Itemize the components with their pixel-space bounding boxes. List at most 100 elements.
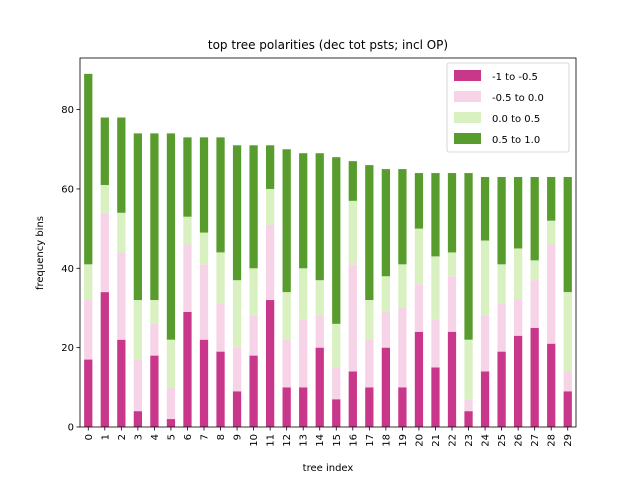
bar-segment-11-series-0 [266, 300, 275, 427]
bar-segment-4-series-0 [150, 355, 159, 427]
bar-segment-13-series-3 [299, 153, 308, 269]
y-tick-label: 20 [61, 343, 74, 354]
bar-segment-26-series-2 [514, 248, 523, 301]
legend-label: 0.5 to 1.0 [492, 135, 540, 146]
legend-label: 0.0 to 0.5 [492, 114, 540, 125]
x-tick-label: 21 [431, 434, 442, 447]
bar-segment-18-series-2 [381, 276, 390, 312]
bar-segment-22-series-1 [447, 276, 457, 332]
bar-segment-29-series-0 [563, 391, 572, 427]
x-tick-label: 20 [414, 434, 425, 447]
x-tick-label: 2 [117, 434, 128, 440]
bar-segment-3-series-0 [133, 411, 142, 427]
bar-segment-8-series-1 [216, 304, 225, 352]
bar-segment-25-series-0 [497, 351, 506, 427]
bar-segment-10-series-2 [249, 268, 258, 316]
x-tick-label: 0 [84, 434, 95, 440]
bar-segment-26-series-1 [514, 300, 523, 336]
bar-segment-20-series-1 [414, 284, 424, 332]
x-tick-label: 16 [348, 434, 359, 447]
x-tick-label: 22 [448, 434, 459, 447]
bar-segment-19-series-0 [398, 387, 407, 427]
bar-segment-20-series-3 [414, 173, 424, 229]
bar-segment-25-series-2 [497, 264, 506, 304]
bar-segment-9-series-2 [232, 280, 242, 348]
bar-segment-18-series-1 [381, 311, 390, 348]
bar-segment-17-series-0 [365, 387, 374, 427]
legend-label: -0.5 to 0.0 [492, 93, 544, 104]
bar-segment-25-series-1 [497, 304, 506, 352]
bar-segment-4-series-2 [150, 300, 159, 324]
x-tick-label: 3 [133, 434, 144, 440]
bar-segment-24-series-0 [480, 371, 490, 427]
x-tick-label: 18 [381, 434, 392, 447]
bar-segment-19-series-1 [398, 307, 407, 388]
bar-segment-0-series-3 [84, 73, 93, 265]
bar-segment-4-series-3 [150, 133, 159, 301]
legend: -1 to -0.5 -0.5 to 0.0 0.0 to 0.5 0.5 to 1.… [446, 62, 570, 153]
bar-segment-12-series-0 [282, 387, 291, 427]
legend-swatch [454, 91, 481, 102]
bar-segment-5-series-1 [166, 387, 176, 420]
bar-segment-1-series-3 [100, 117, 109, 185]
bar-segment-0-series-1 [84, 300, 93, 360]
x-tick-label: 24 [481, 434, 492, 447]
y-tick-label: 0 [68, 423, 74, 434]
chart-title: top tree polarities (dec tot psts; incl … [208, 38, 448, 52]
bar-segment-29-series-1 [563, 371, 572, 392]
bar-segment-6-series-1 [183, 244, 192, 312]
legend-swatch [454, 112, 481, 123]
bar-segment-16-series-2 [348, 200, 357, 265]
bar-segment-0-series-2 [84, 264, 93, 301]
x-tick-label: 19 [398, 434, 409, 447]
bar-segment-28-series-0 [547, 343, 556, 427]
bar-segment-5-series-2 [166, 339, 176, 388]
x-tick-label: 11 [266, 434, 277, 447]
bar-segment-8-series-0 [216, 351, 225, 427]
bar-segment-22-series-3 [447, 173, 457, 253]
bar-segment-27-series-0 [530, 327, 539, 427]
bar-segment-7-series-3 [199, 137, 209, 233]
x-tick-label: 7 [200, 434, 211, 440]
bar-segment-26-series-0 [514, 335, 523, 427]
bar-segment-6-series-3 [183, 137, 192, 217]
y-tick-label: 80 [61, 105, 74, 116]
bar-segment-19-series-3 [398, 169, 407, 265]
bar-segment-12-series-1 [282, 339, 291, 388]
x-tick-label: 23 [464, 434, 475, 447]
bar-segment-10-series-3 [249, 145, 258, 269]
x-tick-label: 29 [563, 434, 574, 447]
bar-segment-14-series-3 [315, 153, 324, 281]
bar-segment-27-series-2 [530, 260, 539, 281]
bar-segment-23-series-0 [464, 411, 473, 427]
bar-segment-11-series-3 [266, 145, 275, 189]
bar-segment-10-series-1 [249, 315, 258, 356]
x-axis-title: tree index [303, 463, 354, 474]
bar-segment-7-series-0 [199, 339, 209, 427]
bar-segment-15-series-1 [332, 367, 341, 400]
x-tick-label: 25 [497, 434, 508, 447]
x-tick-label: 9 [233, 434, 244, 440]
bar-segment-17-series-3 [365, 165, 374, 301]
bar-segment-2-series-0 [117, 339, 126, 427]
bar-segment-18-series-3 [381, 169, 390, 277]
bars-layer [84, 73, 572, 427]
x-tick-label: 6 [183, 434, 194, 440]
x-tick-label: 12 [282, 434, 293, 447]
y-tick-label: 60 [61, 184, 74, 195]
bar-segment-11-series-1 [266, 224, 275, 301]
bar-segment-21-series-0 [431, 367, 440, 427]
bar-segment-28-series-2 [547, 220, 556, 245]
bar-segment-17-series-1 [365, 339, 374, 388]
bar-segment-15-series-2 [332, 323, 341, 368]
bar-segment-9-series-3 [232, 145, 242, 281]
x-tick-label: 4 [150, 434, 161, 440]
bar-segment-21-series-1 [431, 319, 440, 368]
bar-segment-24-series-1 [480, 315, 490, 372]
bar-segment-2-series-1 [117, 252, 126, 340]
bar-segment-11-series-2 [266, 188, 275, 225]
bar-segment-14-series-2 [315, 280, 324, 316]
x-tick-label: 27 [530, 434, 541, 447]
